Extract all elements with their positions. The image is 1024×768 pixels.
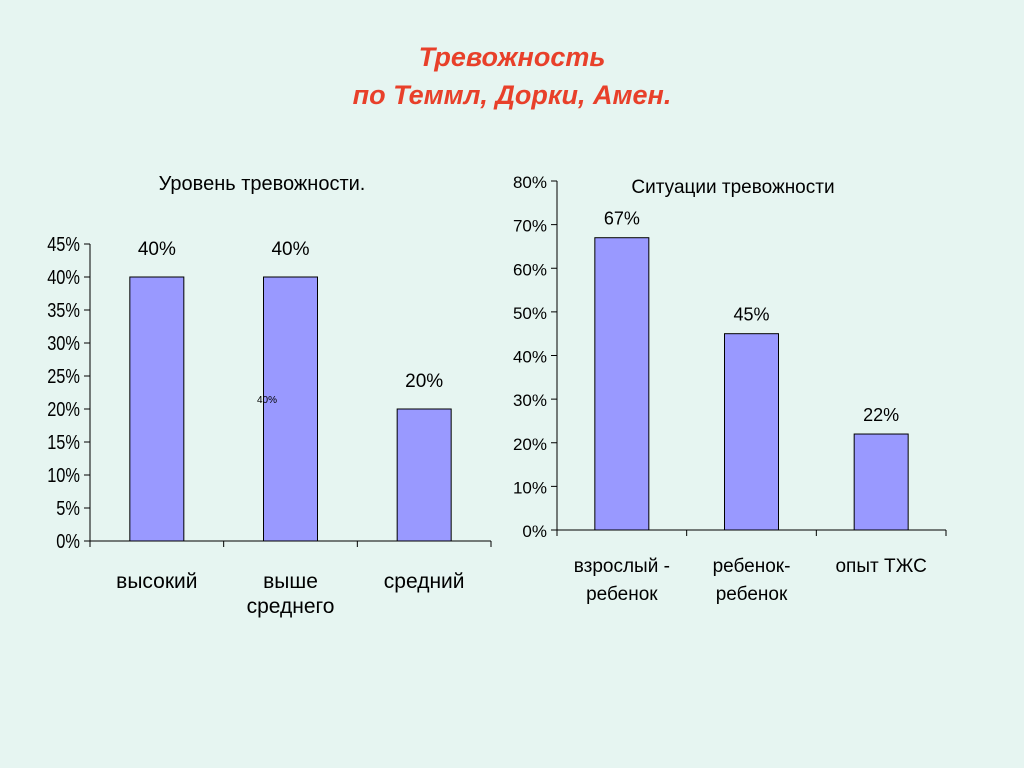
chart-1-bar [396, 408, 452, 542]
chart-1-data-label: 20% [405, 371, 443, 392]
chart-2-bar [594, 237, 650, 531]
chart-1-y-tick-label: 35% [47, 298, 80, 321]
chart-2-y-tick-label: 20% [513, 435, 547, 454]
chart-1-stray-label: 40% [257, 395, 277, 406]
chart-1-y-tick-label: 40% [47, 265, 80, 288]
chart-2-bar [724, 333, 779, 531]
chart-2-data-label: 22% [863, 405, 899, 425]
chart-1-category-label: среднего [247, 595, 335, 618]
chart-1-y-tick-label: 20% [47, 397, 80, 420]
chart-1-bar [263, 276, 318, 542]
chart-2-y-tick-label: 70% [513, 217, 547, 236]
chart-2-y-tick-label: 10% [513, 478, 547, 497]
chart-2-y-tick-label: 40% [513, 348, 547, 367]
chart-2-bar [853, 433, 909, 531]
slide-title-line-1: Тревожность [418, 42, 606, 72]
chart-1-title: Уровень тревожности. [159, 173, 366, 195]
chart-1-y-tick-label: 0% [56, 529, 80, 552]
chart-2-category-label: ребенок- [713, 556, 791, 577]
chart-1-y-tick-label: 45% [47, 232, 80, 255]
chart-1-y-tick-label: 25% [47, 364, 80, 387]
chart-2-y-tick-label: 60% [513, 260, 547, 279]
chart-1-bar [129, 276, 185, 542]
chart-1-category-label: высокий [116, 570, 197, 593]
chart-1-y-tick-label: 10% [47, 463, 80, 486]
chart-1-category-label: средний [384, 570, 465, 593]
chart-2-title: Ситуации тревожности [631, 177, 834, 198]
slide-title-line-2: по Теммл, Дорки, Амен. [352, 80, 672, 110]
chart-1-data-label: 40% [138, 239, 176, 260]
slide-title: Тревожность по Теммл, Дорки, Амен. [0, 38, 1024, 114]
chart-1-y-tick-label: 30% [47, 331, 80, 354]
chart-2-category-label: взрослый - [574, 556, 670, 577]
chart-2-category-label: ребенок [716, 584, 788, 605]
chart-1-category-label: выше [263, 570, 318, 593]
chart-2-category-label: опыт ТЖС [835, 556, 926, 577]
chart-2-y-tick-label: 30% [513, 391, 547, 410]
chart-2-category-label: ребенок [586, 584, 658, 605]
chart-2-y-tick-label: 50% [513, 304, 547, 323]
chart-2-y-tick-label: 0% [522, 522, 547, 541]
chart-2-data-label: 45% [733, 305, 769, 325]
chart-1-data-label: 40% [271, 239, 309, 260]
chart-1-y-tick-label: 15% [47, 430, 80, 453]
chart-2-y-tick-label: 80% [513, 173, 547, 192]
chart-1-y-tick-label: 5% [56, 496, 80, 519]
chart-2-data-label: 67% [604, 209, 640, 229]
